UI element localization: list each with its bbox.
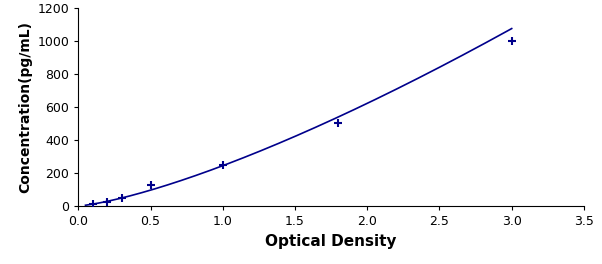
X-axis label: Optical Density: Optical Density	[265, 233, 397, 248]
Y-axis label: Concentration(pg/mL): Concentration(pg/mL)	[18, 21, 32, 193]
